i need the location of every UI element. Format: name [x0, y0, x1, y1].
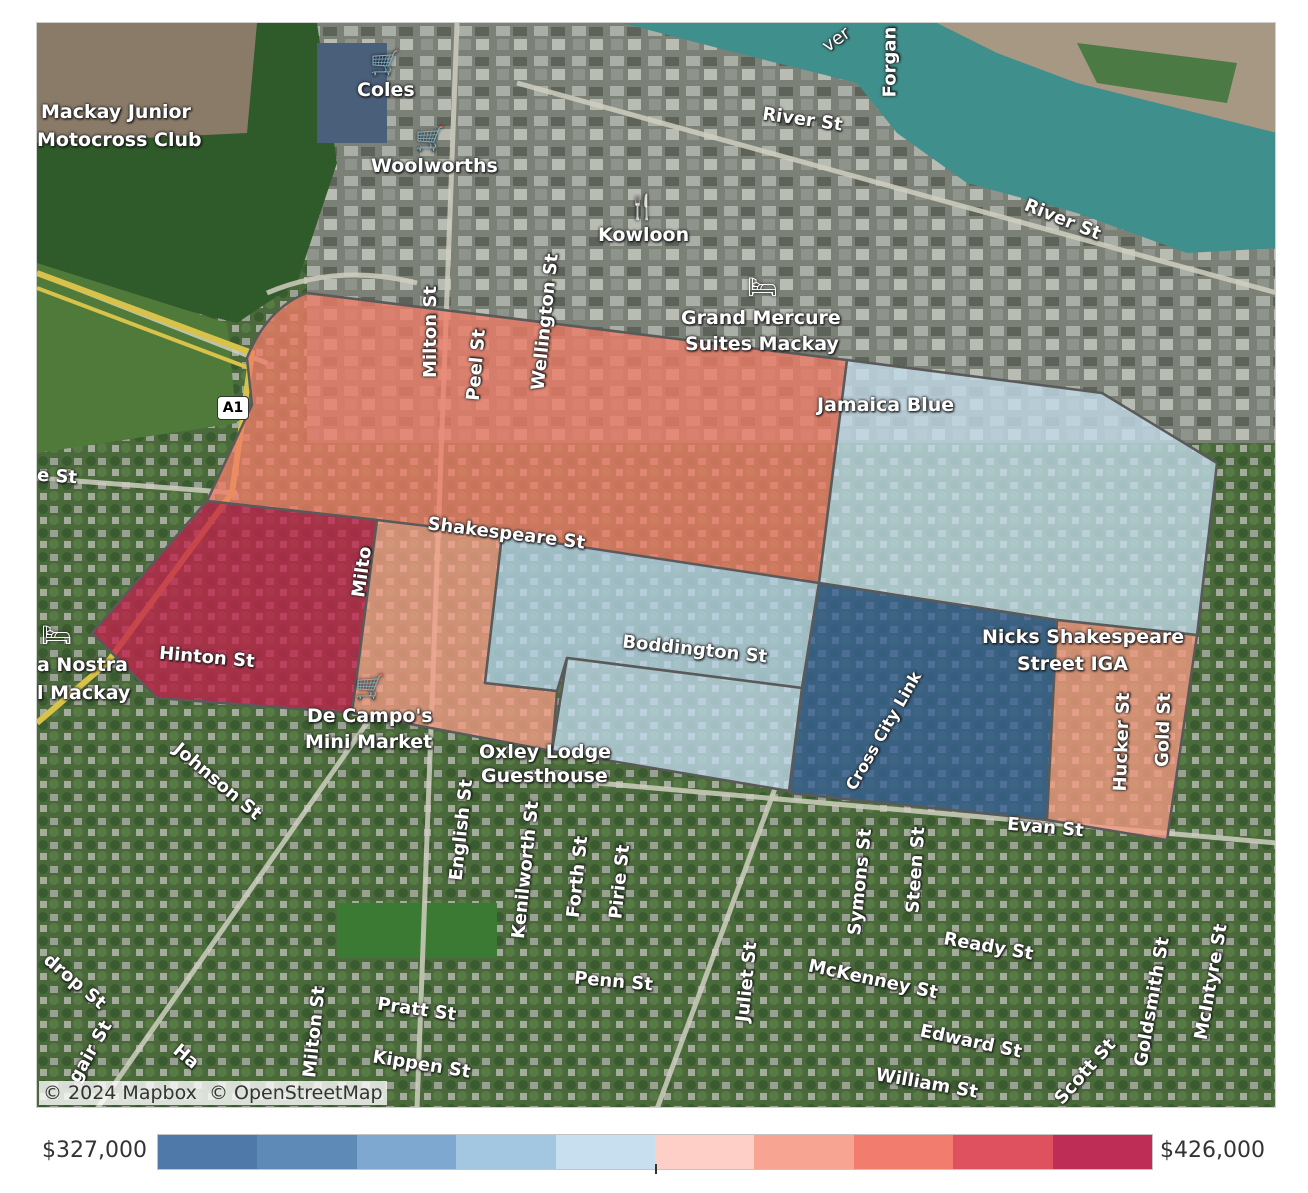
poi-label-oxley-2: Guesthouse [481, 765, 608, 787]
poi-label-nicks-1: Nicks Shakespeare [982, 626, 1185, 648]
legend-swatch-6 [655, 1135, 755, 1169]
region-iga-block[interactable] [1045, 618, 1199, 842]
mapbox-attribution-link[interactable]: © 2024 Mapbox [43, 1082, 197, 1104]
osm-attribution-link[interactable]: © OpenStreetMap [208, 1082, 383, 1104]
river-island [1077, 43, 1237, 103]
poi-label-grand-mercure-1: Grand Mercure [681, 307, 841, 329]
poi-label-nostra-1: a Nostra [37, 654, 128, 676]
map-canvas [37, 23, 1275, 1107]
motocross-track [37, 23, 257, 143]
legend-swatch-3 [356, 1135, 457, 1169]
poi-label-decampos-1: De Campo's [307, 705, 433, 727]
region-hinton-block[interactable] [90, 499, 379, 715]
legend-swatch-1 [158, 1135, 258, 1169]
hotel-icon: 🛏 [41, 621, 72, 649]
legend-color-scale [157, 1134, 1153, 1170]
legend-swatch-8 [853, 1135, 954, 1169]
poi-label-jamaica-blue: Jamaica Blue [817, 394, 955, 416]
poi-label-kowloon: Kowloon [598, 224, 690, 246]
legend-max-label: $426,000 [1160, 1138, 1265, 1163]
street-label-hucker-st: Hucker St [1109, 692, 1135, 792]
shopping-cart-icon: 🛒 [355, 673, 385, 701]
sports-field [337, 903, 497, 958]
poi-label-grand-mercure-2: Suites Mackay [685, 333, 839, 355]
legend-swatch-4 [456, 1135, 556, 1169]
street-label-forgan: Forgan [879, 26, 901, 98]
poi-label-motocross-2: Motocross Club [37, 129, 202, 151]
legend-midpoint-tick [655, 1164, 657, 1174]
hotel-icon: 🛏 [747, 273, 778, 301]
choropleth-map[interactable]: Coles 🛒 Woolworths 🛒 Kowloon 🍴 Grand Mer… [36, 22, 1276, 1108]
route-shield-a1: A1 [217, 396, 249, 420]
poi-label-nicks-2: Street IGA [1017, 653, 1128, 675]
legend-swatch-2 [257, 1135, 357, 1169]
grass-area [37, 263, 237, 453]
highway-a1-ramp [37, 286, 250, 370]
restaurant-icon: 🍴 [627, 193, 657, 221]
region-cross-city-block[interactable] [787, 581, 1059, 822]
legend-swatch-5 [555, 1135, 656, 1169]
shopping-cart-icon: 🛒 [370, 49, 400, 77]
poi-label-oxley-1: Oxley Lodge [479, 741, 612, 763]
poi-label-coles: Coles [357, 79, 415, 101]
solar-roof [317, 43, 387, 143]
legend-min-label: $327,000 [42, 1138, 147, 1163]
poi-label-nostra-2: l Mackay [37, 682, 131, 704]
street-label-e-st-west: e St [36, 464, 78, 489]
choropleth-regions [90, 291, 1219, 842]
shopping-cart-icon: 🛒 [415, 125, 445, 153]
street-label-milton-st-north: Milton St [419, 286, 441, 378]
poi-label-woolworths: Woolworths [371, 155, 498, 177]
poi-label-motocross-1: Mackay Junior [41, 101, 191, 123]
legend-swatch-9 [953, 1135, 1053, 1169]
street-label-gold-st: Gold St [1151, 692, 1176, 768]
legend-swatch-10 [1052, 1135, 1153, 1169]
legend-swatch-7 [754, 1135, 854, 1169]
map-attribution[interactable]: © 2024 Mapbox © OpenStreetMap [39, 1081, 387, 1105]
poi-label-decampos-2: Mini Market [305, 731, 433, 753]
